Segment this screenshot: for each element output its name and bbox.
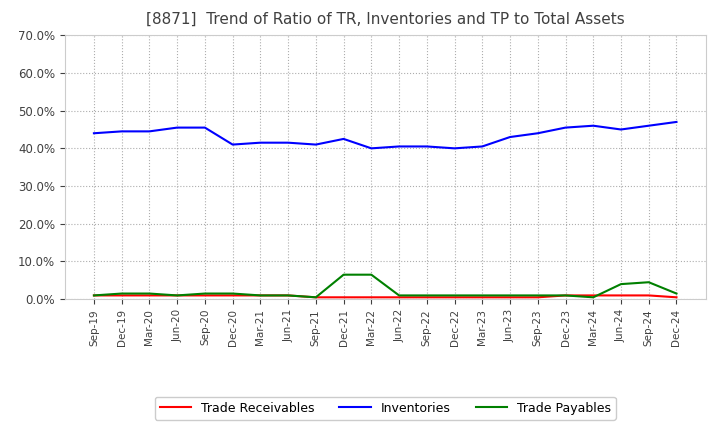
Trade Payables bbox=[423, 293, 431, 298]
Inventories bbox=[423, 144, 431, 149]
Inventories bbox=[534, 131, 542, 136]
Trade Receivables bbox=[534, 295, 542, 300]
Inventories bbox=[672, 119, 681, 125]
Trade Payables bbox=[89, 293, 98, 298]
Trade Receivables bbox=[395, 295, 403, 300]
Inventories bbox=[367, 146, 376, 151]
Trade Receivables bbox=[145, 293, 154, 298]
Inventories bbox=[561, 125, 570, 130]
Inventories bbox=[89, 131, 98, 136]
Inventories bbox=[450, 146, 459, 151]
Trade Receivables bbox=[672, 295, 681, 300]
Trade Receivables bbox=[561, 293, 570, 298]
Trade Payables bbox=[672, 291, 681, 296]
Trade Payables bbox=[117, 291, 126, 296]
Line: Trade Payables: Trade Payables bbox=[94, 275, 677, 297]
Legend: Trade Receivables, Inventories, Trade Payables: Trade Receivables, Inventories, Trade Pa… bbox=[155, 397, 616, 420]
Inventories bbox=[256, 140, 265, 145]
Trade Receivables bbox=[173, 293, 181, 298]
Trade Payables bbox=[478, 293, 487, 298]
Trade Receivables bbox=[201, 293, 210, 298]
Inventories bbox=[505, 134, 514, 139]
Trade Payables bbox=[561, 293, 570, 298]
Inventories bbox=[395, 144, 403, 149]
Trade Receivables bbox=[616, 293, 625, 298]
Trade Receivables bbox=[228, 293, 237, 298]
Inventories bbox=[339, 136, 348, 142]
Trade Payables bbox=[450, 293, 459, 298]
Title: [8871]  Trend of Ratio of TR, Inventories and TP to Total Assets: [8871] Trend of Ratio of TR, Inventories… bbox=[146, 12, 624, 27]
Inventories bbox=[616, 127, 625, 132]
Trade Payables bbox=[173, 293, 181, 298]
Trade Receivables bbox=[339, 295, 348, 300]
Trade Receivables bbox=[312, 295, 320, 300]
Trade Payables bbox=[505, 293, 514, 298]
Inventories bbox=[145, 129, 154, 134]
Trade Receivables bbox=[256, 293, 265, 298]
Line: Trade Receivables: Trade Receivables bbox=[94, 295, 677, 297]
Inventories bbox=[312, 142, 320, 147]
Trade Receivables bbox=[117, 293, 126, 298]
Inventories bbox=[589, 123, 598, 128]
Line: Inventories: Inventories bbox=[94, 122, 677, 148]
Trade Payables bbox=[145, 291, 154, 296]
Trade Payables bbox=[534, 293, 542, 298]
Trade Payables bbox=[616, 282, 625, 287]
Trade Receivables bbox=[589, 293, 598, 298]
Trade Receivables bbox=[644, 293, 653, 298]
Trade Payables bbox=[339, 272, 348, 277]
Trade Receivables bbox=[423, 295, 431, 300]
Trade Receivables bbox=[367, 295, 376, 300]
Trade Payables bbox=[589, 295, 598, 300]
Inventories bbox=[201, 125, 210, 130]
Trade Payables bbox=[312, 295, 320, 300]
Trade Payables bbox=[367, 272, 376, 277]
Trade Receivables bbox=[284, 293, 292, 298]
Inventories bbox=[478, 144, 487, 149]
Trade Receivables bbox=[505, 295, 514, 300]
Trade Payables bbox=[284, 293, 292, 298]
Trade Payables bbox=[644, 279, 653, 285]
Trade Receivables bbox=[478, 295, 487, 300]
Inventories bbox=[284, 140, 292, 145]
Inventories bbox=[117, 129, 126, 134]
Inventories bbox=[173, 125, 181, 130]
Trade Receivables bbox=[450, 295, 459, 300]
Trade Payables bbox=[228, 291, 237, 296]
Inventories bbox=[228, 142, 237, 147]
Trade Payables bbox=[201, 291, 210, 296]
Trade Payables bbox=[395, 293, 403, 298]
Inventories bbox=[644, 123, 653, 128]
Trade Payables bbox=[256, 293, 265, 298]
Trade Receivables bbox=[89, 293, 98, 298]
